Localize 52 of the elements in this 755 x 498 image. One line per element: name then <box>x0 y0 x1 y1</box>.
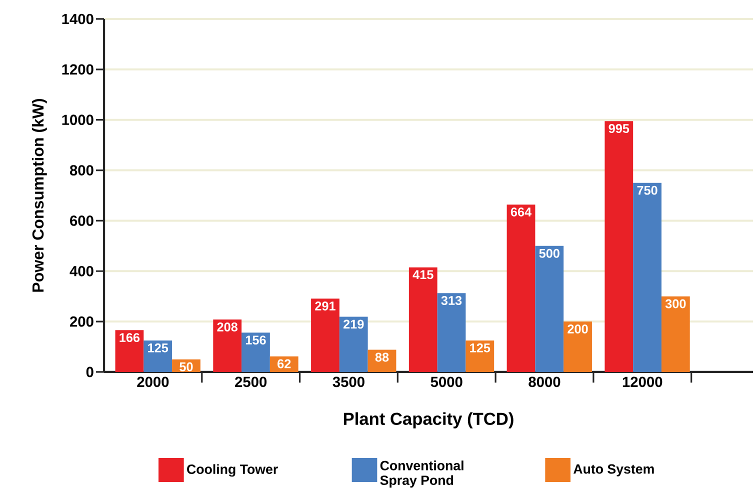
y-tick-label: 1400 <box>62 14 94 24</box>
bar <box>535 246 564 372</box>
data-label: 88 <box>375 352 389 362</box>
y-tick-label: 0 <box>86 366 94 378</box>
y-axis-title: Power Consumption (kW) <box>32 98 47 292</box>
data-label: 219 <box>343 320 364 329</box>
bar <box>242 332 270 372</box>
x-tick-label: 8000 <box>528 376 560 388</box>
bar <box>633 182 662 372</box>
x-tick-label: 2500 <box>235 376 267 388</box>
data-label: 156 <box>246 336 266 345</box>
data-label: 166 <box>120 333 140 342</box>
y-tick-label: 1200 <box>62 64 94 75</box>
data-label: 750 <box>637 186 658 195</box>
data-label: 300 <box>665 299 686 308</box>
data-label: 500 <box>539 248 560 258</box>
data-label: 125 <box>470 343 490 352</box>
data-label: 291 <box>315 302 336 311</box>
data-label: 62 <box>278 359 291 368</box>
y-tick-label: 800 <box>70 165 94 176</box>
x-tick-label: 3500 <box>332 376 364 388</box>
bar <box>213 320 242 372</box>
data-label: 313 <box>441 296 462 305</box>
y-tick-label: 1000 <box>62 114 94 126</box>
bar <box>506 204 536 372</box>
data-label: 664 <box>510 207 532 216</box>
bar <box>144 340 172 372</box>
bar <box>408 267 438 372</box>
legend-label: Auto System <box>574 464 654 476</box>
data-label: 415 <box>412 270 434 280</box>
x-tick-label: 2000 <box>137 376 169 388</box>
bar <box>604 121 634 372</box>
legend-label: Cooling Tower <box>187 464 278 477</box>
bar <box>115 330 144 372</box>
data-label: 125 <box>148 343 168 352</box>
y-tick-label: 400 <box>70 266 94 276</box>
bar <box>339 316 368 372</box>
x-axis-title: Plant Capacity (TCD) <box>344 412 514 428</box>
bar <box>564 322 592 372</box>
legend-label: Conventional Spray Pond <box>380 460 464 488</box>
data-label: 208 <box>217 322 238 332</box>
y-tick-label: 600 <box>70 216 94 226</box>
bar <box>311 298 340 372</box>
bar <box>437 293 466 372</box>
x-tick-label: 12000 <box>622 376 662 388</box>
bar <box>661 296 690 372</box>
x-tick-label: 5000 <box>430 376 462 388</box>
data-label: 995 <box>608 124 630 134</box>
y-tick-label: 200 <box>70 316 94 327</box>
bar <box>466 340 494 372</box>
data-label: 50 <box>180 362 193 372</box>
data-label: 200 <box>568 324 588 334</box>
